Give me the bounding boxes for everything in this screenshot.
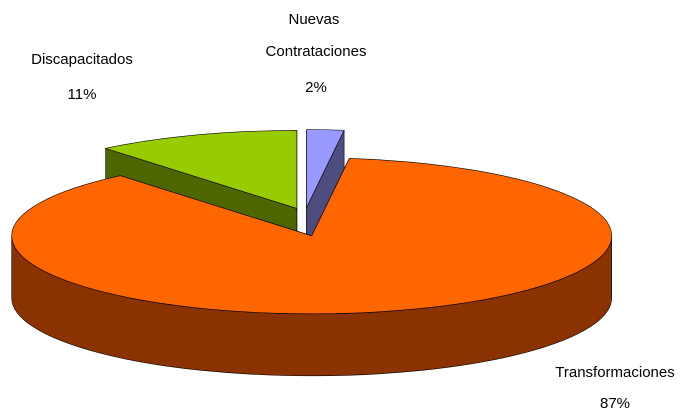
value-label: 11% [68, 86, 97, 103]
slice-top [104, 130, 298, 209]
category-label-line: Contrataciones [266, 43, 367, 60]
category-label-line: Nuevas [288, 11, 343, 28]
category-label: Discapacitados [31, 51, 133, 68]
value-label: 87% [600, 395, 630, 410]
slice-top [306, 129, 345, 208]
category-label: Nuevas Contrataciones [266, 11, 367, 60]
slice-top [11, 158, 612, 315]
value-label: 2% [305, 79, 327, 96]
category-label: Transformaciones [555, 364, 675, 381]
